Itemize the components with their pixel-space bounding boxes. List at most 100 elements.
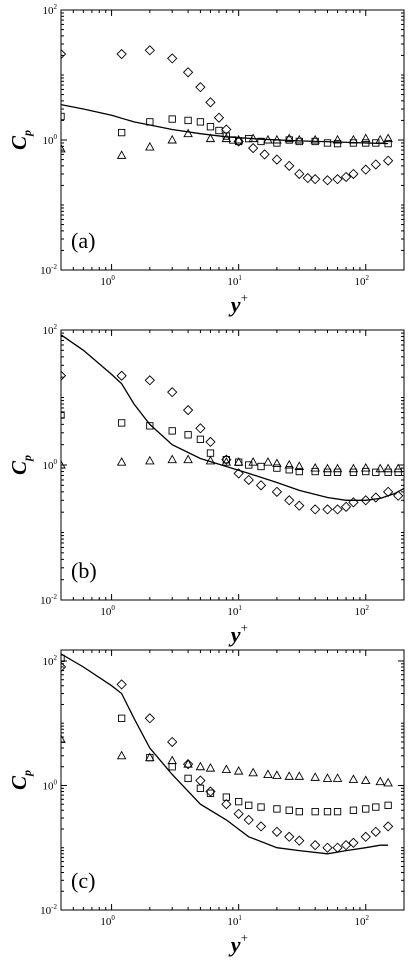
y-tick-label: 10-2 (40, 593, 57, 607)
data-point-diamond (370, 159, 381, 170)
data-point-square (235, 797, 243, 806)
x-axis-label: y+ (228, 620, 248, 647)
data-point-diamond (322, 842, 333, 853)
y-tick-label-exp: 0 (54, 458, 58, 466)
data-point-square (206, 789, 215, 797)
data-point-diamond (61, 370, 67, 381)
data-point-square (349, 806, 358, 814)
data-point-diamond (271, 154, 283, 165)
data-point-diamond (144, 375, 155, 386)
data-point-triangle (205, 763, 216, 772)
data-point-diamond (182, 67, 194, 78)
data-line (61, 103, 389, 145)
data-point-square (333, 807, 342, 816)
y-tick-label: 10-2 (40, 903, 57, 917)
data-point-diamond (340, 501, 352, 512)
data-point-diamond (116, 370, 127, 381)
y-tick-label-base: 10 (43, 656, 55, 668)
x-tick-label-exp: 1 (238, 274, 242, 282)
data-point-diamond (284, 495, 295, 506)
y-tick-label-exp: 0 (54, 778, 58, 786)
data-point-diamond (284, 160, 295, 172)
y-tick-label-base: 10 (43, 460, 55, 472)
data-point-triangle (272, 134, 282, 144)
data-point-square (372, 468, 380, 476)
data-point-triangle (348, 463, 359, 473)
data-point-square (222, 456, 230, 464)
x-axis-label: y+ (228, 930, 248, 957)
data-point-diamond (382, 486, 394, 497)
data-point-square (285, 466, 293, 474)
data-point-diamond (205, 436, 216, 448)
y-axis-label-main: C (7, 775, 31, 790)
data-point-square (285, 806, 293, 814)
data-point-diamond (167, 387, 178, 398)
data-point-diamond (284, 831, 295, 842)
y-tick-label: 100 (43, 458, 58, 472)
data-point-triangle (284, 133, 294, 143)
data-point-diamond (233, 808, 244, 820)
data-line (61, 653, 389, 855)
data-point-diamond (195, 775, 206, 786)
data-point-diamond (294, 500, 305, 511)
y-tick-label-base: 10 (40, 905, 52, 917)
y-tick-label-base: 10 (43, 5, 55, 17)
data-point-square (61, 112, 65, 121)
data-point-triangle (272, 458, 282, 468)
x-axis-label-main: y (228, 932, 241, 957)
data-point-triangle (195, 761, 206, 771)
data-point-diamond (144, 713, 155, 724)
data-point-triangle (167, 134, 177, 144)
x-tick-label: 102 (354, 914, 369, 928)
x-tick-label-base: 10 (100, 916, 112, 928)
data-point-diamond (116, 679, 127, 690)
y-axis-label-sub: p (20, 770, 34, 777)
data-point-diamond (322, 175, 333, 186)
data-point-square (295, 467, 303, 476)
x-tick-label-exp: 1 (238, 914, 242, 922)
y-axis-label-sub: p (20, 130, 34, 137)
data-point-triangle (263, 457, 273, 466)
data-point-square (323, 139, 332, 147)
plot-data (61, 45, 394, 186)
data-point-triangle (183, 128, 193, 138)
data-point-diamond (182, 404, 194, 416)
data-point-square (168, 115, 176, 123)
x-tick-label-exp: 0 (111, 274, 115, 282)
data-point-triangle (383, 133, 393, 143)
data-point-triangle (360, 133, 371, 143)
data-point-square (362, 467, 370, 476)
data-point-diamond (255, 480, 267, 491)
x-tick-label-exp: 2 (365, 274, 369, 282)
data-point-diamond (340, 171, 352, 183)
data-point-diamond (332, 504, 343, 515)
y-tick-label-exp: -2 (51, 593, 57, 601)
x-axis-label: y+ (228, 290, 248, 317)
data-point-diamond (370, 826, 381, 837)
data-point-diamond (255, 821, 267, 832)
plot-data (61, 653, 394, 855)
data-point-triangle (61, 143, 66, 153)
data-point-triangle (360, 462, 371, 472)
x-tick-label-base: 10 (354, 276, 366, 288)
plot-data (61, 334, 404, 515)
data-point-triangle (322, 463, 333, 473)
y-tick-label: 100 (43, 778, 58, 792)
data-point-triangle (61, 459, 66, 469)
y-tick-label: 102 (43, 654, 58, 668)
data-point-diamond (167, 736, 178, 748)
data-point-square (311, 467, 319, 476)
data-point-triangle (205, 133, 216, 143)
data-point-triangle (294, 134, 305, 144)
x-tick-label-base: 10 (100, 276, 112, 288)
y-tick-label-exp: -2 (51, 903, 57, 911)
data-point-diamond (382, 821, 394, 832)
data-point-diamond (393, 490, 404, 501)
data-point-triangle (248, 133, 258, 143)
data-point-diamond (167, 53, 178, 64)
x-axis-label-main: y (228, 292, 241, 317)
data-point-diamond (116, 48, 127, 60)
data-point-square (323, 807, 332, 816)
